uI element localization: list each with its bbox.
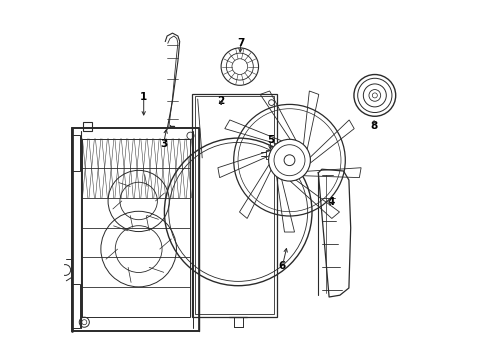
- Text: 4: 4: [326, 197, 334, 207]
- Bar: [266, 150, 276, 159]
- Text: 8: 8: [370, 121, 377, 131]
- Bar: [72, 284, 80, 328]
- Bar: [195, 96, 273, 314]
- Bar: [82, 139, 190, 317]
- Bar: [192, 94, 276, 317]
- Text: 7: 7: [237, 38, 244, 48]
- Text: 3: 3: [160, 139, 167, 149]
- Text: 2: 2: [217, 96, 224, 106]
- Bar: [72, 128, 199, 331]
- Circle shape: [268, 139, 310, 181]
- Text: 6: 6: [278, 261, 285, 271]
- Bar: [83, 122, 92, 131]
- Text: 1: 1: [140, 92, 147, 102]
- Bar: [72, 135, 80, 171]
- Text: 5: 5: [266, 135, 273, 145]
